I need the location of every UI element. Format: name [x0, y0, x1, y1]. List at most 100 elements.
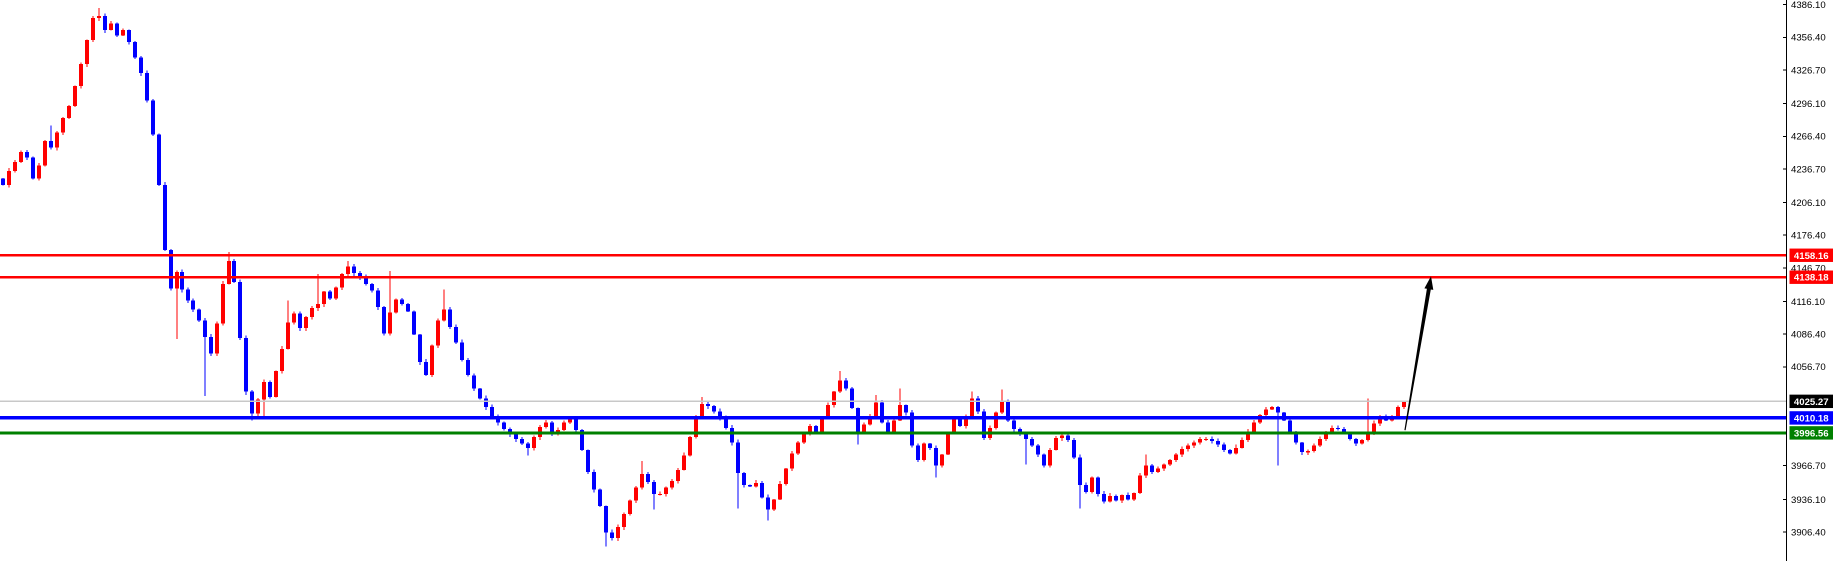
bull-candle-body: [97, 15, 101, 19]
bear-candle-body: [448, 309, 452, 327]
bear-candle-body: [916, 445, 920, 460]
bear-candle-body: [103, 15, 107, 31]
bull-candle-body: [1108, 496, 1112, 502]
bull-candle-wick: [317, 274, 319, 311]
bid-price-line-price-label: 4025.27: [1794, 397, 1829, 408]
bull-candle-body: [616, 526, 620, 538]
bull-candle-body: [1396, 407, 1400, 416]
bear-candle-body: [400, 299, 404, 304]
bull-candle-body: [304, 316, 308, 328]
bull-candle-body: [334, 287, 338, 299]
bull-candle-body: [346, 266, 350, 275]
bull-candle-body: [664, 487, 668, 494]
bull-candle-body: [676, 469, 680, 481]
bull-candle-body: [700, 403, 704, 418]
bull-candle-body: [1156, 468, 1160, 472]
axis-tick-label: 3966.70: [1791, 461, 1826, 472]
bear-candle-body: [958, 419, 962, 426]
bull-candle-body: [544, 422, 548, 427]
bear-candle-body: [514, 434, 518, 440]
bull-candle-body: [838, 380, 842, 392]
support-line-blue-price-label: 4010.18: [1794, 413, 1829, 424]
bull-candle-body: [658, 493, 662, 496]
bull-candle-body: [43, 141, 47, 166]
axis-tick-label: 4386.10: [1791, 0, 1826, 11]
bear-candle-body: [1, 178, 5, 186]
bear-candle-body: [424, 362, 428, 376]
bull-candle-body: [121, 30, 125, 36]
support-line-green-price-label: 3996.56: [1794, 428, 1829, 439]
bear-candle-wick: [1025, 432, 1027, 465]
bear-candle-body: [1150, 465, 1154, 472]
bear-candle-body: [520, 439, 524, 444]
bull-candle-body: [1048, 449, 1052, 466]
bull-candle-body: [1246, 431, 1250, 441]
bull-candle-body: [1198, 439, 1202, 443]
bear-candle-body: [298, 313, 302, 328]
bull-candle-body: [970, 398, 974, 416]
bull-candle-body: [215, 323, 219, 354]
bull-candle-body: [430, 345, 434, 376]
bear-candle-wick: [204, 318, 206, 397]
bull-candle-body: [1270, 407, 1274, 410]
bear-candle-body: [145, 72, 149, 101]
bear-candle-body: [844, 380, 848, 389]
bull-candle-body: [1174, 454, 1178, 460]
bull-candle-body: [1000, 400, 1004, 413]
price-axis[interactable]: 4386.10 4356.40 4326.70 4296.10 4266.40 4236.…: [1783, 0, 1826, 561]
bull-candle-body: [262, 381, 266, 400]
bear-candle-body: [766, 497, 770, 510]
bear-candle-body: [382, 307, 386, 334]
bear-candle-body: [502, 422, 506, 430]
bull-candle-body: [790, 453, 794, 469]
axis-tick-label: 3936.10: [1791, 495, 1826, 506]
bear-candle-body: [856, 408, 860, 433]
bear-candle-body: [880, 402, 884, 423]
projection-arrow-icon[interactable]: [1404, 276, 1434, 431]
bull-candle-body: [562, 422, 566, 431]
bull-candle-body: [940, 454, 944, 466]
bear-candle-body: [586, 449, 590, 472]
bull-candle-body: [778, 484, 782, 500]
bull-candle-body: [688, 436, 692, 456]
bear-candle-body: [31, 157, 35, 179]
bear-candle-body: [1030, 439, 1034, 446]
bull-candle-body: [820, 418, 824, 432]
bear-candle-body: [850, 388, 854, 409]
bear-candle-body: [928, 443, 932, 448]
bear-candle-body: [460, 342, 464, 360]
bear-candle-body: [25, 152, 29, 158]
bull-candle-body: [1318, 439, 1322, 446]
candles-layer: [1, 8, 1406, 547]
axis-tick-label: 4116.10: [1791, 297, 1825, 308]
price-level-lines[interactable]: [0, 253, 1787, 435]
bull-candle-body: [922, 443, 926, 460]
bear-candle-body: [526, 443, 530, 448]
bear-candle-body: [934, 447, 938, 466]
bull-candle-body: [964, 415, 968, 426]
bull-candle-body: [221, 284, 225, 324]
bull-candle-body: [868, 415, 872, 425]
bull-candle-body: [1132, 492, 1136, 500]
bear-candle-body: [1228, 449, 1232, 454]
bull-candle-body: [784, 468, 788, 485]
bear-candle-body: [976, 398, 980, 412]
bear-candle-body: [406, 303, 410, 312]
bear-candle-body: [580, 430, 584, 450]
bull-candle-body: [1120, 495, 1124, 501]
bull-candle-body: [946, 433, 950, 455]
bear-candle-body: [592, 471, 596, 490]
bull-candle-body: [808, 425, 812, 434]
bear-candle-body: [1084, 485, 1088, 492]
bear-candle-body: [1114, 496, 1118, 501]
bear-candle-body: [598, 489, 602, 507]
bull-candle-body: [1144, 465, 1148, 476]
bear-candle-body: [1216, 441, 1220, 445]
bear-candle-body: [478, 388, 482, 399]
bear-candle-body: [328, 291, 332, 299]
bull-candle-body: [994, 412, 998, 429]
bull-candle-body: [394, 299, 398, 313]
bull-candle-body: [79, 64, 83, 87]
